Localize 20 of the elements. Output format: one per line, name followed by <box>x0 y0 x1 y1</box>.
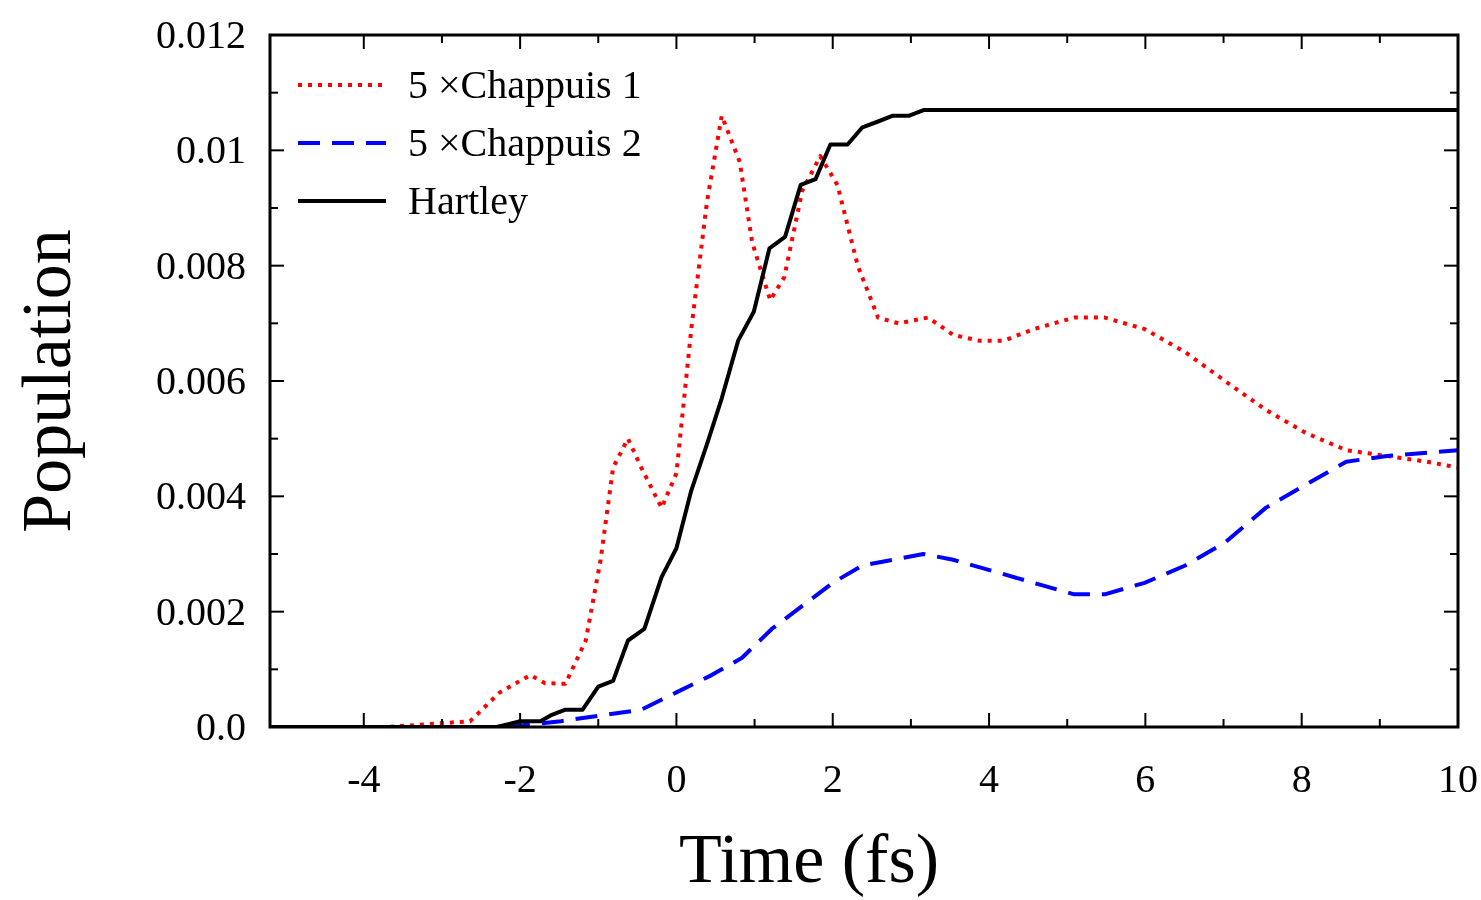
y-tick-label: 0.01 <box>176 127 246 173</box>
y-tick-label: 0.006 <box>156 358 246 403</box>
y-tick-label: 0.0 <box>196 704 246 749</box>
x-tick-label: -2 <box>503 756 537 801</box>
x-axis-title: Time (fs) <box>679 820 939 897</box>
x-tick-label: 10 <box>1438 756 1478 801</box>
legend-label: 5 ×Chappuis 2 <box>408 120 642 165</box>
x-tick-label: 8 <box>1291 756 1312 801</box>
x-tick-label: 6 <box>1135 756 1156 801</box>
y-tick-label: 0.012 <box>156 12 246 57</box>
x-tick-label: 4 <box>979 756 1000 801</box>
x-tick-label: -4 <box>347 756 381 801</box>
x-tick-label: 0 <box>666 756 687 801</box>
legend-label: Hartley <box>408 178 528 223</box>
y-tick-label: 0.004 <box>156 473 246 519</box>
x-tick-label: 2 <box>822 756 843 801</box>
y-tick-label: 0.002 <box>156 588 246 634</box>
legend-label: 5 ×Chappuis 1 <box>408 62 642 107</box>
y-tick-label: 0.008 <box>156 242 246 288</box>
y-axis-title: Population <box>8 229 85 533</box>
